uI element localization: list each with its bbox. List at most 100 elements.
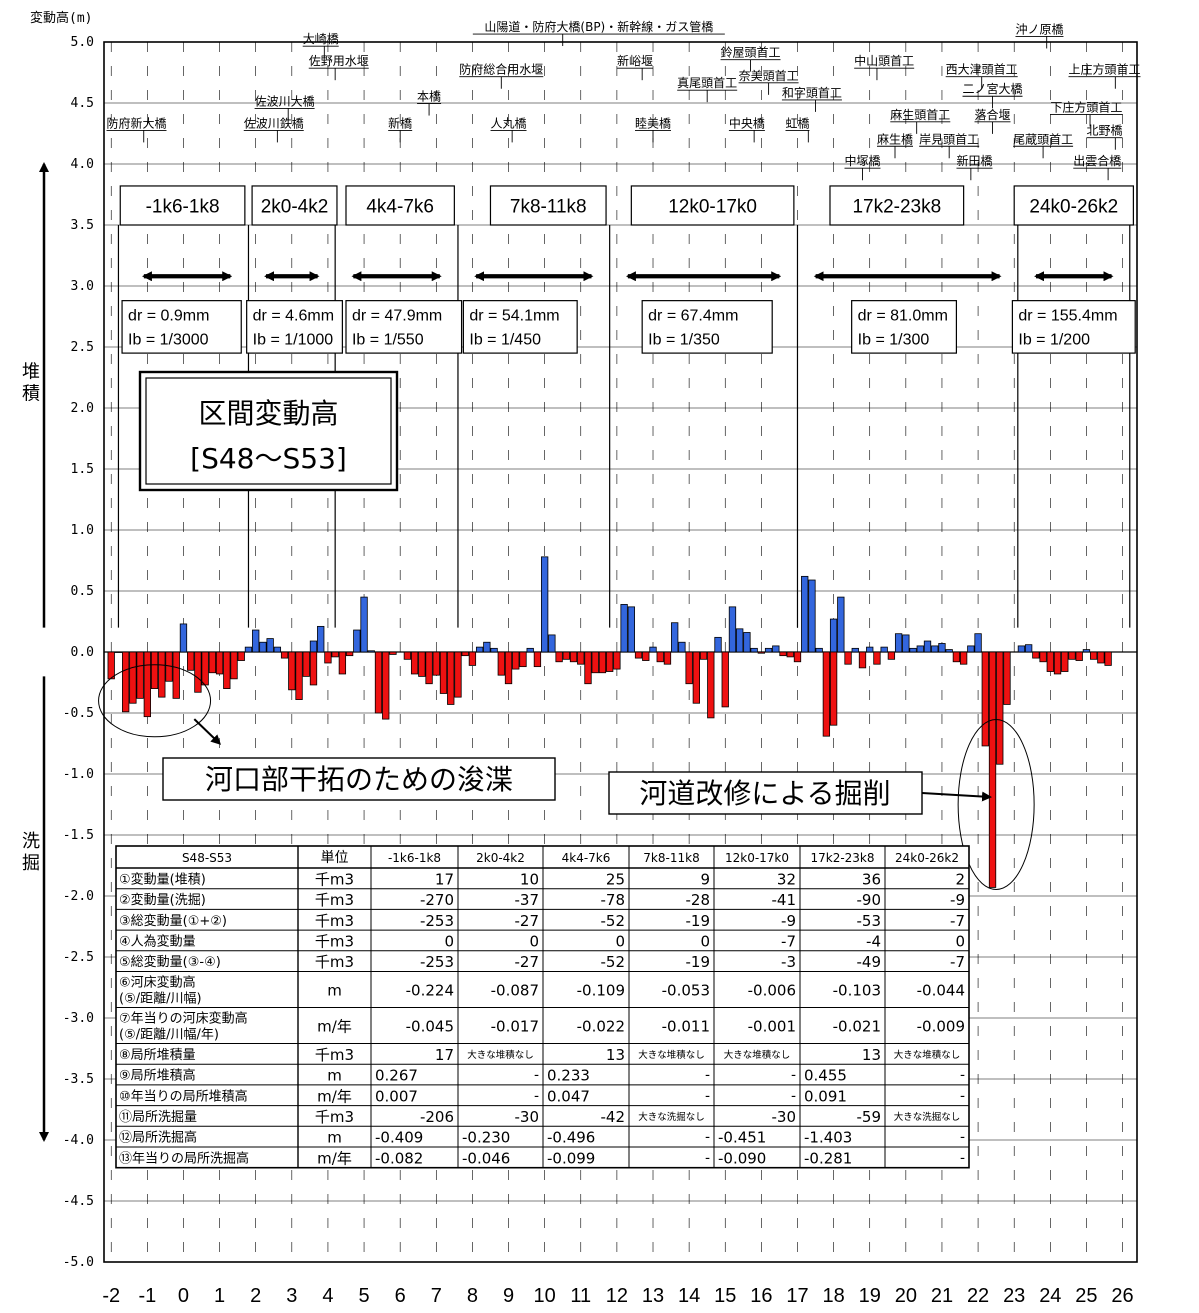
scour-bar: [201, 651, 209, 686]
table-header: 単位: [321, 850, 349, 866]
bridge-label: 中塚橋: [844, 153, 880, 168]
deposit-label-2: 積: [22, 383, 40, 404]
table-cell: -9: [950, 891, 965, 909]
table-cell: -: [960, 1150, 965, 1166]
table-cell: -0.496: [547, 1129, 595, 1147]
scour-bar: [309, 651, 318, 686]
scour-bar: [844, 651, 852, 665]
deposition-bar: [548, 634, 556, 653]
deposit-label-1: 堆: [22, 361, 40, 382]
y-tick-label: 1.0: [71, 523, 94, 538]
scour-bar: [786, 651, 794, 658]
table-cell: -41: [772, 891, 797, 909]
y-axis-label: 変動高(m): [30, 10, 92, 26]
scour-bar: [468, 651, 477, 666]
table-cell: -52: [601, 912, 626, 930]
x-tick-label: 13: [642, 1285, 664, 1307]
scour-bar: [331, 651, 339, 658]
scour-bar: [1075, 651, 1083, 661]
table-cell: -: [960, 1130, 965, 1146]
x-tick-label: 5: [358, 1285, 369, 1307]
table-cell: 13: [862, 1046, 881, 1064]
table-cell: -: [534, 1068, 539, 1084]
table-cell: -27: [515, 953, 540, 971]
title-box-outer: [138, 370, 399, 492]
deposition-bar: [916, 645, 924, 653]
scour-bar: [432, 651, 440, 676]
table-cell: -: [960, 1088, 965, 1104]
table-header: 12k0-17k0: [725, 851, 789, 865]
table-cell: -206: [420, 1108, 454, 1126]
x-tick-label: 12: [606, 1285, 628, 1307]
dr-box: [345, 300, 463, 354]
x-tick-label: 8: [467, 1285, 478, 1307]
scour-bar: [562, 651, 570, 660]
scour-bar: [425, 651, 433, 685]
table-row-label: ⑨局所堆積高: [119, 1068, 196, 1084]
deposition-bar: [244, 646, 253, 653]
scour-bar: [988, 651, 997, 888]
deposition-bar: [801, 575, 809, 653]
scour-bar: [447, 651, 455, 705]
table-cell: -: [534, 1088, 539, 1104]
table-cell: -0.451: [718, 1129, 766, 1147]
x-tick-label: 19: [859, 1285, 881, 1307]
table-cell: -0.009: [917, 1018, 965, 1036]
deposition-bar: [483, 641, 491, 653]
scour-bar: [656, 651, 664, 663]
deposition-bar: [540, 556, 549, 653]
table-cell: -0.045: [406, 1018, 454, 1036]
bridge-label: 中山頭首工: [854, 53, 914, 68]
table-row-label-sub: (⑤/距離/川幅/年): [119, 1028, 219, 1043]
scour-bar: [295, 651, 303, 700]
y-tick-label: 3.5: [71, 218, 94, 233]
table-row-label: ②変動量(洗掘): [119, 892, 206, 908]
scour-bar: [504, 651, 513, 685]
summary-table: S48-S53 単位 -1k6-1k8 2k0-4k2 4k4-7k6 7k8-11k8 1…: [115, 845, 970, 1169]
y-tick-label: 3.0: [71, 279, 94, 294]
table-unit: 千m3: [315, 1046, 354, 1064]
deposition-bar: [1024, 644, 1033, 653]
bridge-label: 西大津頭首工: [946, 63, 1018, 77]
table-cell: -9: [781, 912, 796, 930]
dr-value: dr = 67.4mm: [648, 308, 738, 325]
scour-bar: [136, 651, 144, 699]
deposition-bar: [880, 646, 888, 653]
scour-bar: [584, 651, 592, 685]
table-cell: 17: [435, 870, 454, 888]
bridge-label: 新田橋: [956, 153, 992, 168]
table-cell: -52: [601, 953, 626, 971]
table-header: -1k6-1k8: [388, 851, 441, 865]
scour-bar: [403, 651, 412, 660]
section-label-box: [489, 185, 607, 226]
scour-bar: [598, 651, 607, 674]
ib-value: Ib = 1/3000: [128, 332, 209, 349]
ib-value: Ib = 1/300: [858, 332, 930, 349]
section-label-box: [251, 185, 338, 226]
scour-bar: [533, 651, 542, 668]
scour-bar: [707, 651, 715, 719]
table-row-label: ⑦年当りの河床変動高: [119, 1011, 248, 1027]
deposition-bar: [1017, 645, 1026, 653]
table-cell: 大きな堆積なし: [724, 1049, 791, 1061]
x-tick-label: 14: [678, 1285, 700, 1307]
table-cell: -0.001: [748, 1018, 796, 1036]
table-header: 17k2-23k8: [810, 851, 874, 865]
deposition-bar: [526, 647, 534, 653]
x-tick-label: 22: [967, 1285, 989, 1307]
section-label-box: [1013, 185, 1134, 226]
deposition-bar: [179, 623, 188, 653]
x-tick-label: 15: [714, 1285, 736, 1307]
table-cell: 0.267: [375, 1067, 418, 1085]
dr-box: [246, 300, 343, 354]
table-cell: -90: [857, 891, 882, 909]
y-tick-label: 0.5: [71, 584, 94, 599]
dr-box: [641, 300, 773, 354]
scour-bar: [829, 651, 838, 726]
scour-bar: [663, 651, 672, 665]
scour-bar: [699, 651, 708, 660]
bridge-label: 尾蔵頭首工: [1013, 132, 1073, 146]
bridge-label: 落合堰: [975, 107, 1011, 122]
scour-bar: [382, 651, 390, 720]
deposition-bar: [923, 640, 932, 653]
